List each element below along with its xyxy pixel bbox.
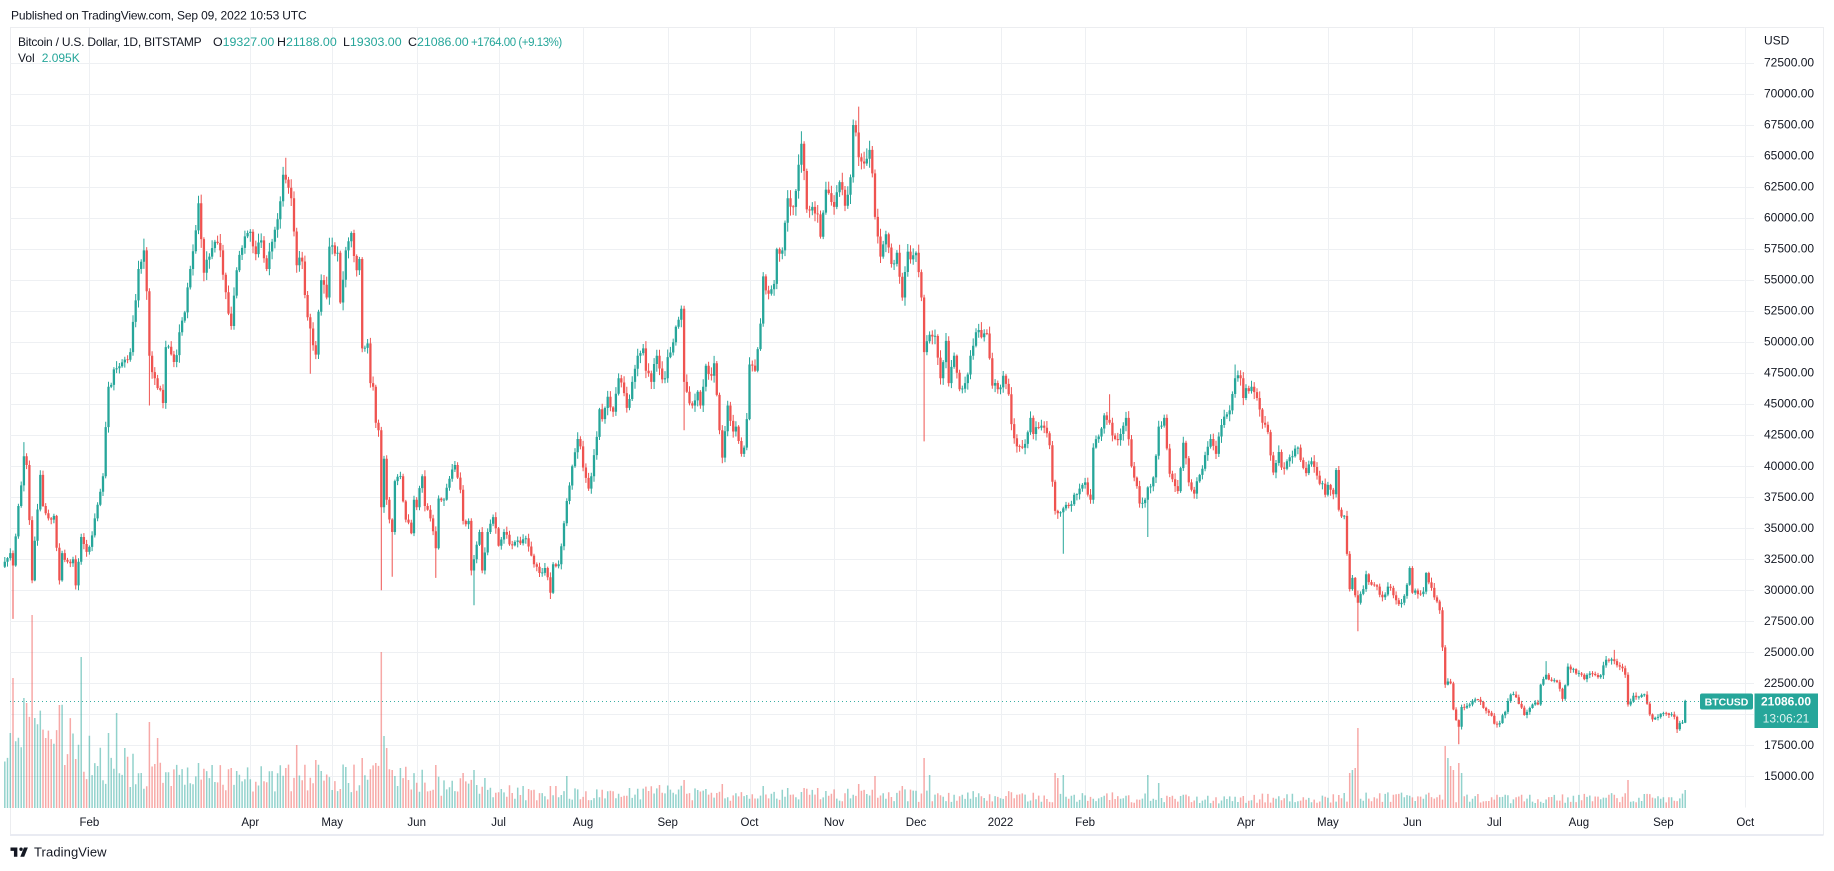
svg-text:15000.00: 15000.00	[1764, 769, 1814, 783]
svg-text:Jul: Jul	[491, 817, 506, 829]
svg-text:55000.00: 55000.00	[1764, 273, 1814, 287]
svg-text:Jun: Jun	[1403, 817, 1422, 829]
svg-text:May: May	[1317, 817, 1339, 829]
svg-text:27500.00: 27500.00	[1764, 614, 1814, 628]
svg-text:TradingView: TradingView	[34, 845, 107, 860]
svg-text:45000.00: 45000.00	[1764, 397, 1814, 411]
svg-text:Jul: Jul	[1487, 817, 1502, 829]
svg-text:Oct: Oct	[741, 817, 760, 829]
svg-text:13:06:21: 13:06:21	[1763, 712, 1810, 726]
svg-text:40000.00: 40000.00	[1764, 459, 1814, 473]
svg-text:Sep: Sep	[1653, 817, 1673, 829]
svg-text:Bitcoin / U.S. Dollar, 1D, BIT: Bitcoin / U.S. Dollar, 1D, BITSTAMP O1932…	[18, 35, 562, 49]
svg-text:Jun: Jun	[407, 817, 426, 829]
svg-text:Aug: Aug	[1569, 817, 1589, 829]
svg-text:Feb: Feb	[79, 817, 99, 829]
svg-text:60000.00: 60000.00	[1764, 211, 1814, 225]
svg-text:25000.00: 25000.00	[1764, 645, 1814, 659]
svg-text:37500.00: 37500.00	[1764, 490, 1814, 504]
svg-text:Oct: Oct	[1736, 817, 1755, 829]
svg-text:Sep: Sep	[657, 817, 677, 829]
svg-text:Nov: Nov	[824, 817, 845, 829]
svg-text:35000.00: 35000.00	[1764, 521, 1814, 535]
svg-text:Dec: Dec	[906, 817, 927, 829]
svg-text:72500.00: 72500.00	[1764, 56, 1814, 70]
svg-text:Published on TradingView.com,: Published on TradingView.com, Sep 09, 20…	[11, 9, 307, 23]
svg-text:50000.00: 50000.00	[1764, 335, 1814, 349]
svg-text:Apr: Apr	[1237, 817, 1255, 829]
svg-text:17500.00: 17500.00	[1764, 738, 1814, 752]
svg-text:30000.00: 30000.00	[1764, 583, 1814, 597]
svg-text:62500.00: 62500.00	[1764, 180, 1814, 194]
svg-text:32500.00: 32500.00	[1764, 552, 1814, 566]
svg-text:42500.00: 42500.00	[1764, 428, 1814, 442]
svg-text:47500.00: 47500.00	[1764, 366, 1814, 380]
svg-text:70000.00: 70000.00	[1764, 87, 1814, 101]
svg-text:2022: 2022	[988, 817, 1014, 829]
svg-text:BTCUSD: BTCUSD	[1705, 696, 1749, 708]
svg-text:65000.00: 65000.00	[1764, 149, 1814, 163]
svg-text:Feb: Feb	[1075, 817, 1095, 829]
svg-text:USD: USD	[1764, 34, 1790, 48]
svg-text:Apr: Apr	[241, 817, 259, 829]
svg-text:May: May	[321, 817, 343, 829]
svg-text:21086.00: 21086.00	[1761, 695, 1811, 709]
svg-text:Aug: Aug	[573, 817, 593, 829]
svg-text:52500.00: 52500.00	[1764, 304, 1814, 318]
svg-text:22500.00: 22500.00	[1764, 676, 1814, 690]
svg-text:57500.00: 57500.00	[1764, 242, 1814, 256]
svg-text:67500.00: 67500.00	[1764, 118, 1814, 132]
